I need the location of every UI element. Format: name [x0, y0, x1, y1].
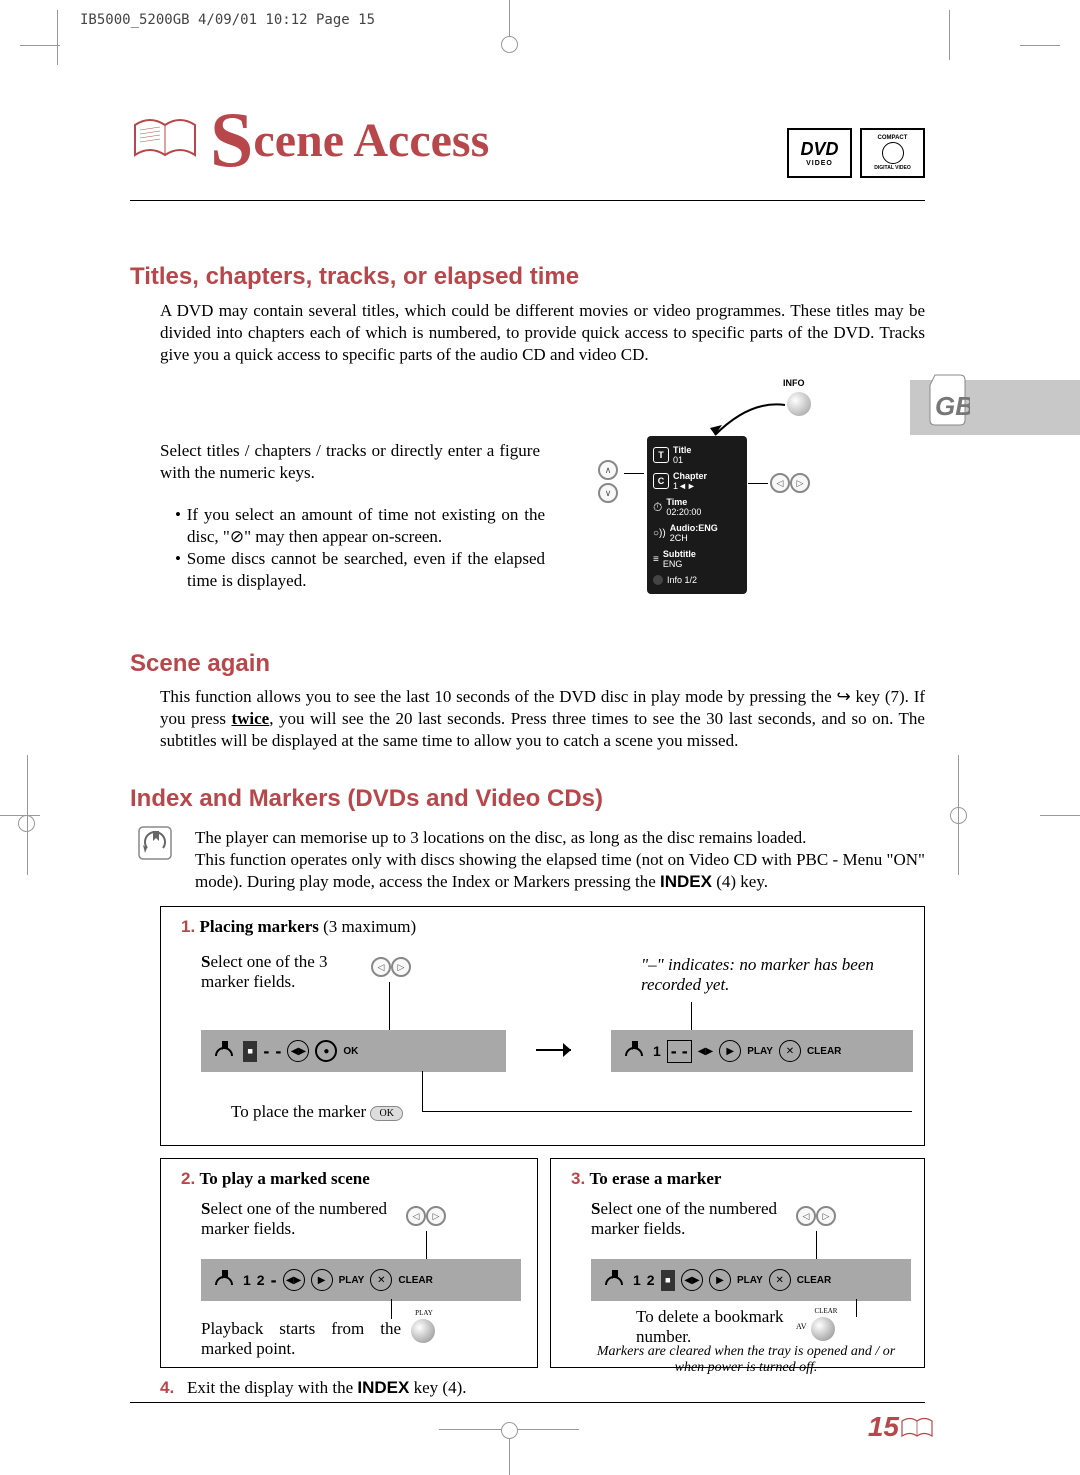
nav-icon: ◀▶ — [287, 1040, 309, 1062]
connector-line — [748, 483, 768, 484]
leftright-buttons: ◁ ▷ — [770, 473, 810, 493]
select-instruction: Select titles / chapters / tracks or dir… — [160, 440, 540, 484]
step-4: 4. Exit the display with the INDEX key (… — [160, 1378, 466, 1398]
crop-mark — [501, 1422, 518, 1439]
page-title: Scene Access — [210, 113, 489, 168]
body-para: This function allows you to see the last… — [160, 686, 925, 752]
step-heading: 2. To play a marked scene — [181, 1169, 370, 1189]
bookmark-icon — [621, 1038, 647, 1064]
crop-mark — [57, 10, 58, 65]
list-item: • Some discs cannot be searched, even if… — [175, 548, 545, 592]
book-icon — [130, 110, 200, 170]
gb-icon: GB — [915, 370, 970, 435]
delete-text: To delete a bookmark number. — [636, 1307, 796, 1347]
clear-sphere-icon — [811, 1317, 835, 1341]
book-icon — [899, 1413, 935, 1443]
dvd-logo: DVD VIDEO — [787, 128, 852, 178]
leftright-buttons: ◁▷ — [406, 1206, 446, 1226]
format-logos: DVD VIDEO COMPACT DIGITAL VIDEO — [787, 128, 925, 178]
step-heading: 3. To erase a marker — [571, 1169, 721, 1189]
placing-markers-box: 1. Placing markers (3 maximum) Select on… — [160, 906, 925, 1146]
play-icon: ▶ — [709, 1269, 731, 1291]
play-marked-box: 2. To play a marked scene Select one of … — [160, 1158, 538, 1368]
av-label: AV — [796, 1322, 807, 1331]
play-icon: ▶ — [719, 1040, 741, 1062]
right-icon: ▷ — [790, 473, 810, 493]
connector-line — [816, 1231, 817, 1261]
connector-line — [856, 1299, 857, 1317]
clear-icon: ✕ — [370, 1269, 392, 1291]
connector-line — [422, 1071, 423, 1111]
connector-line — [422, 1111, 912, 1112]
body-para: A DVD may contain several titles, which … — [160, 300, 925, 366]
bookmark-icon — [211, 1267, 237, 1293]
bookmark-icon — [601, 1267, 627, 1293]
crop-mark — [949, 10, 950, 60]
result-text: Playback starts from the marked point. — [201, 1319, 401, 1359]
crop-mark — [1020, 45, 1060, 46]
crop-mark — [1040, 815, 1080, 816]
connector-line — [691, 1002, 692, 1032]
connector-line — [426, 1231, 427, 1261]
nav-icon: ◀▶ — [681, 1269, 703, 1291]
crop-mark — [0, 815, 40, 816]
body-para: The player can memorise up to 3 location… — [195, 827, 925, 893]
section-title: Scene again — [130, 650, 270, 678]
marker-panel: 1 2 ▪ ◀▶ ▶ PLAY ✕ CLEAR — [591, 1259, 911, 1301]
cd-logo: COMPACT DIGITAL VIDEO — [860, 128, 925, 178]
clear-label: CLEAR — [811, 1307, 841, 1315]
list-item: • If you select an amount of time not ex… — [175, 504, 545, 548]
updown-buttons: ∧ ∨ — [598, 460, 618, 503]
up-icon: ∧ — [598, 460, 618, 480]
clear-icon: ✕ — [779, 1040, 801, 1062]
page-header: IB5000_5200GB 4/09/01 10:12 Page 15 — [80, 12, 375, 28]
bullet-list: • If you select an amount of time not ex… — [175, 504, 545, 592]
select-text: Select one of the 3 marker fields. — [201, 952, 371, 992]
clear-icon: ✕ — [769, 1269, 791, 1291]
play-sphere-icon — [411, 1319, 435, 1343]
page-number-block: 15 — [868, 1411, 935, 1443]
step-heading: 1. Placing markers (3 maximum) — [181, 917, 416, 937]
play-icon: ▶ — [311, 1269, 333, 1291]
down-icon: ∨ — [598, 483, 618, 503]
nav-icon: ◀▶ — [283, 1269, 305, 1291]
ok-pill-icon: OK — [370, 1106, 402, 1121]
select-text: Select one of the numbered marker fields… — [201, 1199, 406, 1239]
info-osd-panel: TTitle01 CChapter1◄► ⏱Time02:20:00 ○))Au… — [647, 436, 747, 594]
svg-text:GB: GB — [935, 391, 970, 421]
place-marker-text: To place the marker OK — [231, 1102, 403, 1122]
leftright-buttons: ◁▷ — [371, 957, 411, 977]
crop-mark — [501, 36, 518, 53]
crop-mark — [958, 755, 959, 875]
crop-mark — [20, 45, 60, 46]
connector-line — [624, 473, 644, 474]
crop-mark — [27, 755, 28, 875]
marker-panel: 1 - - ◀▶ ▶ PLAY ✕ CLEAR — [611, 1030, 913, 1072]
select-text: Select one of the numbered marker fields… — [591, 1199, 796, 1239]
section-title: Index and Markers (DVDs and Video CDs) — [130, 785, 603, 813]
bookmark-icon — [135, 823, 175, 868]
divider — [130, 200, 925, 201]
ok-icon: ● — [315, 1040, 337, 1062]
info-label: INFO — [783, 378, 805, 388]
connector-line — [391, 1299, 392, 1319]
marker-panel: ▪ - - ◀▶ ● OK — [201, 1030, 506, 1072]
play-label: PLAY — [409, 1309, 439, 1317]
erase-marker-box: 3. To erase a marker Select one of the n… — [550, 1158, 925, 1368]
left-icon: ◁ — [770, 473, 790, 493]
leftright-buttons: ◁▷ — [796, 1206, 836, 1226]
marker-panel: 1 2 - ◀▶ ▶ PLAY ✕ CLEAR — [201, 1259, 521, 1301]
arrow-icon — [531, 1035, 586, 1065]
section-title: Titles, chapters, tracks, or elapsed tim… — [130, 263, 579, 291]
footnote: Markers are cleared when the tray is ope… — [591, 1344, 901, 1376]
info-button-icon — [787, 392, 811, 416]
bookmark-icon — [211, 1038, 237, 1064]
connector-line — [389, 982, 390, 1032]
page-number: 15 — [868, 1411, 899, 1443]
italic-note: "–" indicates: no marker has been record… — [641, 955, 891, 995]
divider — [130, 1402, 925, 1403]
